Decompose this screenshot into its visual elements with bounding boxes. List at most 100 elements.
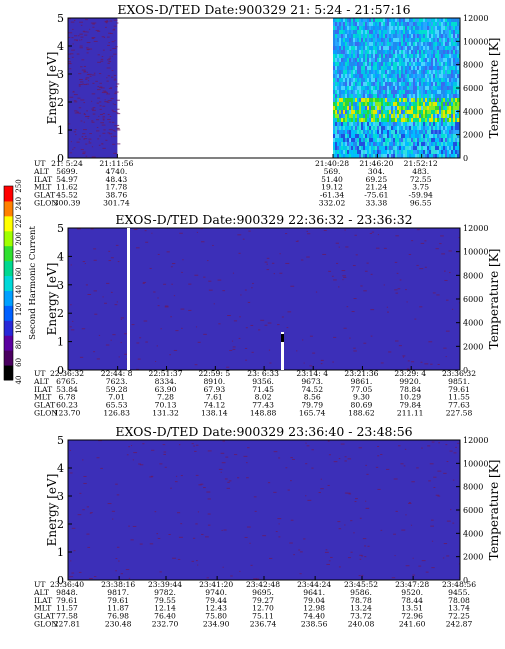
- table-cell: 126.83: [103, 409, 130, 418]
- table-cell: 79.61: [56, 596, 78, 605]
- table-cell: 72.96: [401, 612, 423, 621]
- table-row-label: GLON: [34, 199, 58, 208]
- table-cell: -75.61: [364, 191, 388, 200]
- table-cell: 11.57: [56, 604, 78, 613]
- table-cell: 9848.: [56, 588, 78, 597]
- table-cell: 12.14: [154, 604, 176, 613]
- colorbar-tick-label: 250: [15, 179, 23, 192]
- table-cell: 242.87: [446, 620, 473, 629]
- table-cell: 69.25: [365, 175, 387, 184]
- table-cell: 241.60: [399, 620, 426, 629]
- table-cell: 22:51:37: [148, 369, 182, 378]
- table-cell: 300.39: [54, 199, 81, 208]
- table-cell: 23:38:16: [101, 580, 135, 589]
- table-cell: 483.: [412, 167, 429, 176]
- table-cell: 70.13: [155, 401, 177, 410]
- table-cell: 332.02: [319, 199, 346, 208]
- colorbar-swatch: [4, 215, 13, 232]
- colorbar-tick-label: 240: [15, 197, 23, 210]
- temperature-tick-label: 4000: [463, 319, 483, 328]
- energy-axis-label: Energy [eV]: [45, 52, 59, 125]
- colorbar-swatch: [4, 200, 13, 217]
- colorbar-swatch: [4, 275, 13, 291]
- table-cell: 74.12: [203, 401, 225, 410]
- table-cell: 79.04: [303, 596, 325, 605]
- table-cell: 22:36:32: [50, 369, 84, 378]
- table-cell: 21: 5:24: [51, 159, 83, 168]
- table-cell: 12.98: [303, 604, 325, 613]
- colorbar-tick-label: 160: [15, 267, 23, 280]
- table-row-label: ALT: [33, 167, 49, 176]
- colorbar-tick-label: 180: [15, 250, 23, 263]
- table-cell: 79.55: [154, 596, 176, 605]
- temperature-tick-label: 10000: [463, 248, 488, 257]
- table-cell: 67.93: [203, 385, 225, 394]
- colorbar-label: Second Harmonic Current: [28, 226, 38, 340]
- table-cell: 23:36:32: [442, 369, 476, 378]
- table-cell: 45.52: [56, 191, 78, 200]
- table-cell: 9920.: [399, 377, 421, 386]
- colorbar-tick-label: 60: [15, 358, 23, 367]
- panel-2: EXOS-D/TED Date:900329 22:36:32 - 23:36:…: [33, 212, 501, 418]
- table-row-label: GLAT: [34, 401, 55, 410]
- table-cell: -61.34: [320, 191, 344, 200]
- table-cell: 73.72: [350, 612, 372, 621]
- table-cell: 23:42:48: [246, 580, 280, 589]
- heatmap-segment: [68, 440, 460, 580]
- table-cell: 9520.: [401, 588, 423, 597]
- table-cell: 79.44: [205, 596, 227, 605]
- energy-tick-label: 4: [57, 250, 64, 263]
- table-cell: 9641.: [303, 588, 325, 597]
- table-cell: 12.43: [205, 604, 227, 613]
- temperature-axis-label: Temperature [K]: [487, 460, 501, 561]
- temperature-axis-label: Temperature [K]: [487, 249, 501, 350]
- table-cell: 230.48: [105, 620, 132, 629]
- energy-tick-label: 0: [57, 364, 64, 377]
- table-cell: 7.28: [157, 393, 174, 402]
- energy-tick-label: 0: [57, 152, 64, 165]
- table-cell: 54.97: [56, 175, 78, 184]
- energy-axis-label: Energy [eV]: [45, 474, 59, 547]
- temperature-tick-label: 8000: [463, 271, 483, 280]
- temperature-tick-label: 4000: [463, 529, 483, 538]
- table-cell: 211.11: [397, 409, 424, 418]
- colorbar-tick-label: 40: [15, 376, 23, 385]
- table-cell: 23:39:44: [148, 580, 182, 589]
- table-cell: 236.74: [250, 620, 277, 629]
- heatmap: [68, 228, 460, 370]
- table-cell: 77.05: [351, 385, 373, 394]
- temperature-tick-label: 6000: [463, 295, 483, 304]
- table-cell: 6765.: [56, 377, 78, 386]
- table-cell: 72.55: [410, 175, 432, 184]
- temperature-tick-label: 2000: [463, 131, 483, 140]
- temperature-axis-label: Temperature [K]: [487, 38, 501, 139]
- table-cell: 23:47:28: [395, 580, 429, 589]
- energy-tick-label: 2: [57, 96, 64, 109]
- table-cell: 59.28: [106, 385, 128, 394]
- table-cell: 11.87: [107, 604, 129, 613]
- energy-tick-label: 1: [57, 124, 64, 137]
- table-cell: 11.62: [56, 183, 78, 192]
- colorbar-tick-label: 120: [15, 303, 23, 316]
- table-cell: 234.90: [203, 620, 230, 629]
- energy-tick-label: 5: [57, 12, 64, 25]
- table-cell: 8910.: [203, 377, 225, 386]
- panel-1: EXOS-D/TED Date:900329 21: 5:24 - 21:57:…: [33, 2, 501, 208]
- table-cell: 71.45: [252, 385, 274, 394]
- energy-tick-label: 2: [57, 518, 64, 531]
- orbit-table: UTALTILATMLTGLATGLON23:36:409848.79.6111…: [33, 580, 476, 629]
- table-cell: 9695.: [252, 588, 274, 597]
- table-cell: 53.84: [56, 385, 78, 394]
- table-cell: 301.74: [103, 199, 130, 208]
- table-cell: 78.44: [401, 596, 423, 605]
- table-cell: 7.01: [108, 393, 125, 402]
- table-cell: 9673.: [301, 377, 323, 386]
- table-cell: 131.32: [152, 409, 179, 418]
- data-gap: [281, 332, 284, 370]
- energy-tick-label: 5: [57, 222, 64, 235]
- table-cell: 23:41:20: [199, 580, 233, 589]
- panel-title: EXOS-D/TED Date:900329 22:36:32 - 23:36:…: [115, 212, 412, 227]
- table-cell: 80.69: [351, 401, 373, 410]
